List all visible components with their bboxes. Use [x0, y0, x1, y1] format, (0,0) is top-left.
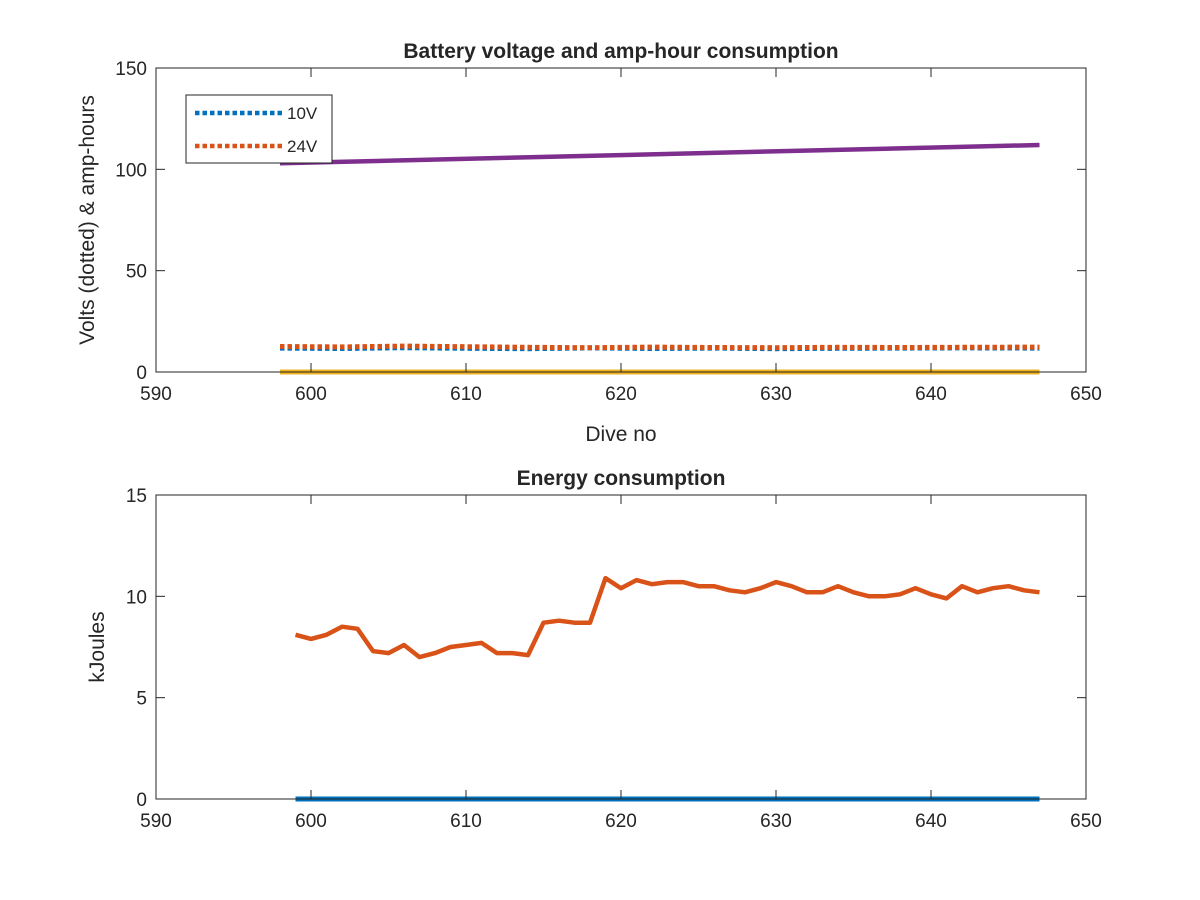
top-x-tick-label: 640	[915, 384, 947, 405]
top-series-line-3	[279, 142, 1040, 166]
bottom-x-tick-label: 630	[760, 811, 792, 832]
top-series-line-24v	[279, 343, 1040, 351]
top-y-tick-label: 0	[136, 363, 147, 384]
bottom-x-tick-label: 640	[915, 811, 947, 832]
bottom-chart-title: Energy consumption	[517, 467, 726, 490]
top-chart-title: Battery voltage and amp-hour consumption	[403, 40, 838, 63]
top-y-axis-label: Volts (dotted) & amp-hours	[76, 95, 99, 345]
bottom-subplot: 590 600 610 620 630 640 650 0 5 10 15 Energy consu…	[86, 467, 1102, 832]
bottom-y-tick-label: 15	[126, 486, 147, 507]
bottom-x-tick-label: 610	[450, 811, 482, 832]
top-x-tick-label: 600	[295, 384, 327, 405]
bottom-x-tick-label: 620	[605, 811, 637, 832]
bottom-y-tick-label: 10	[126, 587, 147, 608]
bottom-y-tick-label: 0	[136, 790, 147, 811]
top-ticks: 590 600 610 620 630 640 650 0 50 100 150	[115, 59, 1102, 405]
top-x-axis-label: Dive no	[585, 423, 656, 446]
bottom-x-tick-label: 600	[295, 811, 327, 832]
top-x-tick-label: 610	[450, 384, 482, 405]
top-y-tick-label: 100	[115, 160, 147, 181]
legend-box	[185, 94, 333, 164]
bottom-y-tick-label: 5	[136, 689, 147, 710]
top-y-tick-label: 150	[115, 59, 147, 80]
legend-label-24v: 24V	[287, 137, 318, 156]
top-x-tick-label: 620	[605, 384, 637, 405]
top-x-tick-label: 630	[760, 384, 792, 405]
top-y-tick-label: 50	[126, 262, 147, 283]
top-x-tick-label: 650	[1070, 384, 1102, 405]
top-x-tick-label: 590	[140, 384, 172, 405]
bottom-x-tick-label: 590	[140, 811, 172, 832]
bottom-x-tick-label: 650	[1070, 811, 1102, 832]
legend-label-10v: 10V	[287, 104, 318, 123]
bottom-ticks: 590 600 610 620 630 640 650 0 5 10 15	[126, 486, 1102, 832]
top-legend: 10V 24V	[185, 94, 333, 164]
top-subplot: 590 600 610 620 630 640 650 0 50 100 150 Battery v…	[76, 40, 1102, 446]
bottom-y-axis-label: kJoules	[86, 611, 109, 682]
bottom-series-line-1	[294, 575, 1040, 660]
